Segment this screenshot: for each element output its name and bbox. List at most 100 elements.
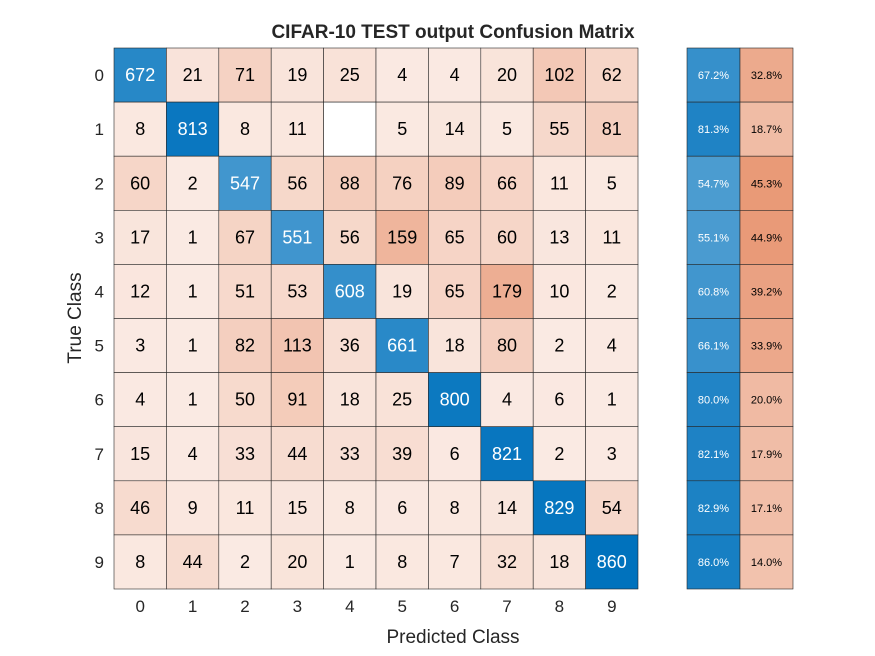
cell-value: 661 [387, 336, 417, 356]
matrix-cell [375, 534, 429, 590]
matrix-cell [480, 480, 534, 536]
matrix-cell [270, 47, 324, 103]
summary-correct-cell [686, 264, 741, 319]
cell-value: 5 [607, 173, 617, 193]
matrix-cell [166, 210, 220, 265]
cell-value: 2 [188, 173, 198, 193]
summary-correct-cell [686, 372, 741, 428]
matrix-cell [375, 318, 429, 373]
matrix-cell [166, 534, 220, 590]
cell-value: 91 [287, 390, 307, 410]
summary-incorrect-label: 45.3% [751, 178, 782, 190]
matrix-cell [323, 101, 377, 157]
matrix-cell [166, 101, 220, 157]
cell-value: 3 [135, 336, 145, 356]
cell-value: 1 [345, 552, 355, 572]
y-tick-label: 8 [95, 499, 104, 518]
matrix-cell [532, 264, 586, 319]
summary-incorrect-label: 44.9% [751, 232, 782, 244]
summary-incorrect-label: 14.0% [751, 557, 782, 569]
summary-incorrect-label: 32.8% [751, 70, 782, 82]
matrix-cell [480, 534, 534, 590]
cell-value: 11 [550, 173, 569, 193]
matrix-cell [218, 101, 272, 157]
y-tick-label: 1 [95, 120, 104, 139]
cell-value: 9 [188, 498, 198, 518]
cell-value: 7 [450, 552, 460, 572]
cell-value: 18 [340, 390, 360, 410]
matrix-cell [218, 480, 272, 536]
matrix-cell [218, 155, 272, 211]
y-tick-label: 3 [95, 228, 104, 247]
cell-value: 179 [492, 281, 522, 301]
cell-value: 15 [287, 498, 307, 518]
cell-value: 67 [235, 227, 255, 247]
matrix-cell [218, 47, 272, 103]
matrix-cell [532, 101, 586, 157]
cell-value: 672 [125, 65, 155, 85]
matrix-cell [218, 534, 272, 590]
matrix-cell [375, 101, 429, 157]
cell-value: 20 [287, 552, 307, 572]
cell-value: 8 [345, 498, 355, 518]
cell-value: 800 [440, 390, 470, 410]
summary-incorrect-cell [739, 534, 794, 590]
cell-value: 2 [554, 336, 564, 356]
matrix-cell [585, 318, 639, 373]
cell-value: 8 [397, 552, 407, 572]
cell-value: 44 [287, 444, 307, 464]
matrix-cell [428, 318, 482, 373]
cell-value: 33 [340, 444, 360, 464]
matrix-cell [270, 318, 324, 373]
cell-value: 17 [130, 227, 150, 247]
matrix-cell [585, 101, 639, 157]
summary-incorrect-cell [739, 426, 794, 482]
summary-correct-label: 80.0% [698, 395, 729, 407]
summary-correct-cell [686, 318, 741, 373]
summary-incorrect-cell [739, 372, 794, 428]
summary-correct-label: 82.9% [698, 503, 729, 515]
cell-value: 46 [130, 498, 150, 518]
cell-value: 54 [602, 498, 622, 518]
matrix-cell [428, 101, 482, 157]
matrix-cell [585, 480, 639, 536]
cell-value: 102 [544, 65, 574, 85]
cell-value: 6 [554, 390, 564, 410]
matrix-cell [218, 426, 272, 482]
summary-correct-label: 81.3% [698, 124, 729, 136]
x-axis-label: Predicted Class [386, 627, 519, 648]
matrix-cell [113, 47, 167, 103]
cell-value: 25 [392, 390, 412, 410]
summary-correct-label: 55.1% [698, 232, 729, 244]
cell-value: 25 [340, 65, 360, 85]
y-tick-label: 5 [95, 337, 104, 356]
matrix-cell [428, 372, 482, 428]
summary-correct-cell [686, 480, 741, 536]
cell-value: 56 [340, 227, 360, 247]
matrix-cell [480, 426, 534, 482]
matrix-cell [428, 264, 482, 319]
summary-correct-label: 60.8% [698, 286, 729, 298]
summary-correct-label: 86.0% [698, 557, 729, 569]
summary-correct-label: 66.1% [698, 341, 729, 353]
matrix-cell [375, 155, 429, 211]
y-tick-label: 9 [95, 553, 104, 572]
cell-value: 8 [240, 119, 250, 139]
cell-value: 12 [130, 281, 150, 301]
cell-value: 8 [450, 498, 460, 518]
cell-value: 1 [188, 336, 198, 356]
cell-value: 53 [287, 281, 307, 301]
matrix-cell [585, 534, 639, 590]
matrix-cell [428, 210, 482, 265]
cell-value: 813 [178, 119, 208, 139]
cell-value: 50 [235, 390, 255, 410]
matrix-cell [113, 264, 167, 319]
chart-title: CIFAR-10 TEST output Confusion Matrix [271, 22, 635, 43]
matrix-cell [585, 372, 639, 428]
cell-value: 14 [497, 498, 517, 518]
cell-value: 18 [445, 336, 465, 356]
cell-value: 8 [135, 119, 145, 139]
cell-value: 2 [554, 444, 564, 464]
cell-value: 1 [188, 281, 198, 301]
y-tick-label: 4 [95, 282, 104, 301]
